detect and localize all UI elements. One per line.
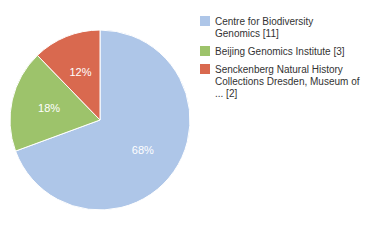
data-label: 68% [132,144,154,156]
legend-item: Beijing Genomics Institute [3] [200,46,345,57]
legend-label: Centre for BiodiversityGenomics [11] [215,16,313,39]
legend-label-line: Collections Dresden, Museum of [215,76,360,87]
legend-swatch [200,16,210,26]
legend-label-line: Beijing Genomics Institute [3] [215,46,345,57]
legend-item: Centre for BiodiversityGenomics [11] [200,16,313,39]
legend-item: Senckenberg Natural HistoryCollections D… [200,64,360,99]
data-label: 18% [38,102,60,114]
legend-swatch [200,64,210,74]
legend-swatch [200,46,210,56]
legend-label-line: Senckenberg Natural History [215,64,343,75]
legend-label-line: Centre for Biodiversity [215,16,313,27]
legend: Centre for BiodiversityGenomics [11] Beij… [200,16,360,99]
legend-label: Beijing Genomics Institute [3] [215,46,345,57]
data-label: 12% [69,66,91,78]
chart: 68% 18% 12% Centre for BiodiversityGenomics… [0,0,380,240]
pie-slice [37,30,100,120]
legend-label-line: ... [2] [215,88,237,99]
legend-label: Senckenberg Natural HistoryCollections D… [215,64,360,99]
pie: 68% 18% 12% [10,30,190,210]
legend-label-line: Genomics [11] [215,28,279,39]
